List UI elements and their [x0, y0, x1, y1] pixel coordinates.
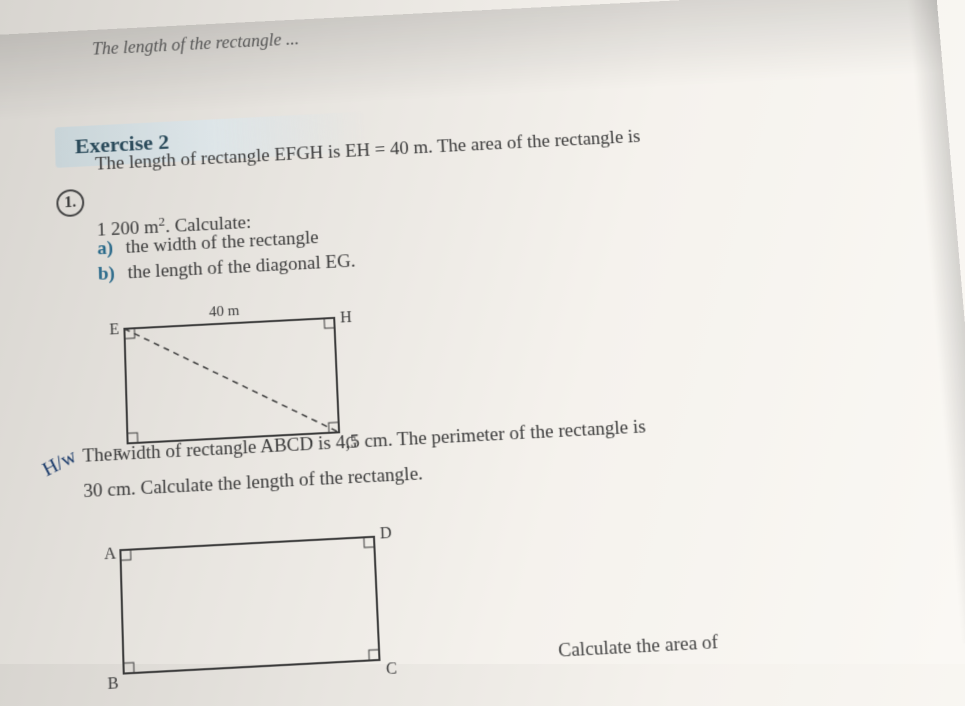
handwritten-note: H/w — [39, 445, 80, 482]
svg-text:B: B — [107, 675, 118, 694]
q2-text-line2: 30 cm. Calculate the length of the recta… — [83, 463, 423, 503]
rectangle-abcd-svg: A D B C — [94, 515, 405, 696]
svg-text:40 m: 40 m — [209, 303, 240, 321]
svg-text:A: A — [104, 545, 117, 563]
diagram-abcd: A D B C — [94, 515, 406, 701]
top-cut-text: The length of the rectangle ... — [92, 29, 300, 59]
question-1: 1. The length of rectangle EFGH is EH = … — [54, 61, 888, 104]
bottom-cut-text: Calculate the area of — [558, 632, 719, 663]
shadow-overlay — [0, 0, 943, 121]
svg-text:H: H — [340, 309, 352, 327]
svg-text:D: D — [380, 524, 393, 542]
q1-a-label: a) — [97, 238, 113, 259]
svg-text:E: E — [109, 321, 119, 339]
page-edge-shadow — [907, 0, 965, 644]
q1-b-label: b) — [98, 263, 115, 284]
q1-number: 1. — [56, 189, 84, 218]
svg-text:C: C — [386, 660, 398, 678]
textbook-page: The length of the rectangle ... Exercise… — [0, 0, 965, 694]
